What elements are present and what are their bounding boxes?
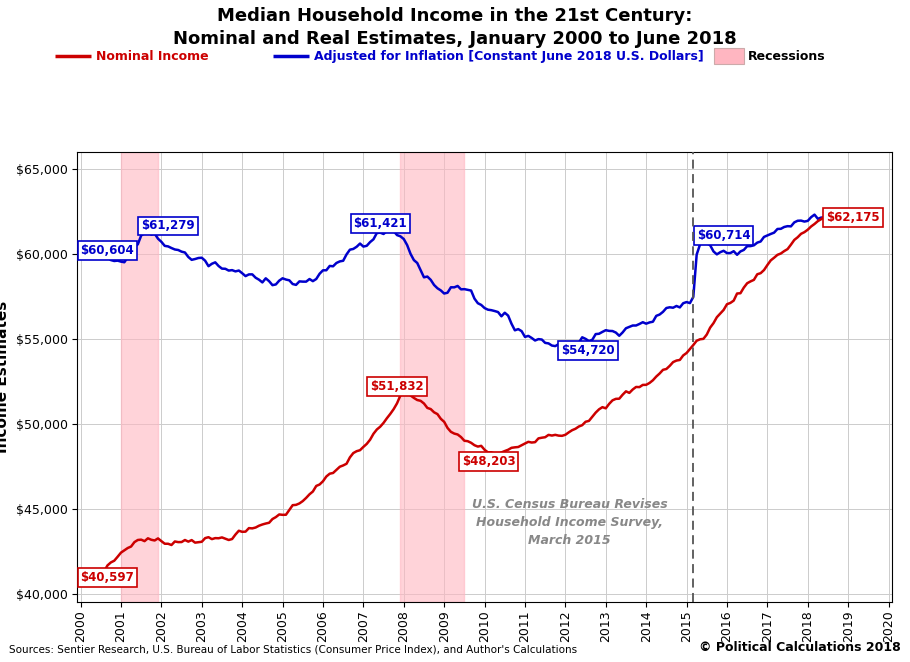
Bar (400, 152, 464, 602)
Text: $60,604: $60,604 (81, 244, 135, 257)
Text: $61,421: $61,421 (353, 217, 407, 230)
Text: Recessions: Recessions (748, 50, 825, 63)
Text: Nominal and Real Estimates, January 2000 to June 2018: Nominal and Real Estimates, January 2000… (173, 30, 737, 48)
Text: Median Household Income in the 21st Century:: Median Household Income in the 21st Cent… (217, 7, 693, 24)
Y-axis label: Income Estimates: Income Estimates (0, 301, 10, 453)
Text: Nominal Income: Nominal Income (96, 50, 208, 63)
Text: $60,714: $60,714 (697, 229, 751, 242)
Text: $51,832: $51,832 (370, 380, 424, 393)
Text: $61,279: $61,279 (141, 220, 195, 232)
Text: $54,720: $54,720 (561, 344, 615, 357)
Text: © Political Calculations 2018: © Political Calculations 2018 (699, 641, 901, 654)
Text: Adjusted for Inflation [Constant June 2018 U.S. Dollars]: Adjusted for Inflation [Constant June 20… (314, 50, 703, 63)
Text: Sources: Sentier Research, U.S. Bureau of Labor Statistics (Consumer Price Index: Sources: Sentier Research, U.S. Bureau o… (9, 644, 577, 654)
Text: $40,597: $40,597 (81, 571, 135, 584)
Text: U.S. Census Bureau Revises
Household Income Survey,
March 2015: U.S. Census Bureau Revises Household Inc… (471, 498, 667, 547)
Text: $62,175: $62,175 (826, 211, 880, 224)
Text: $48,203: $48,203 (461, 455, 515, 467)
Bar (121, 152, 158, 602)
